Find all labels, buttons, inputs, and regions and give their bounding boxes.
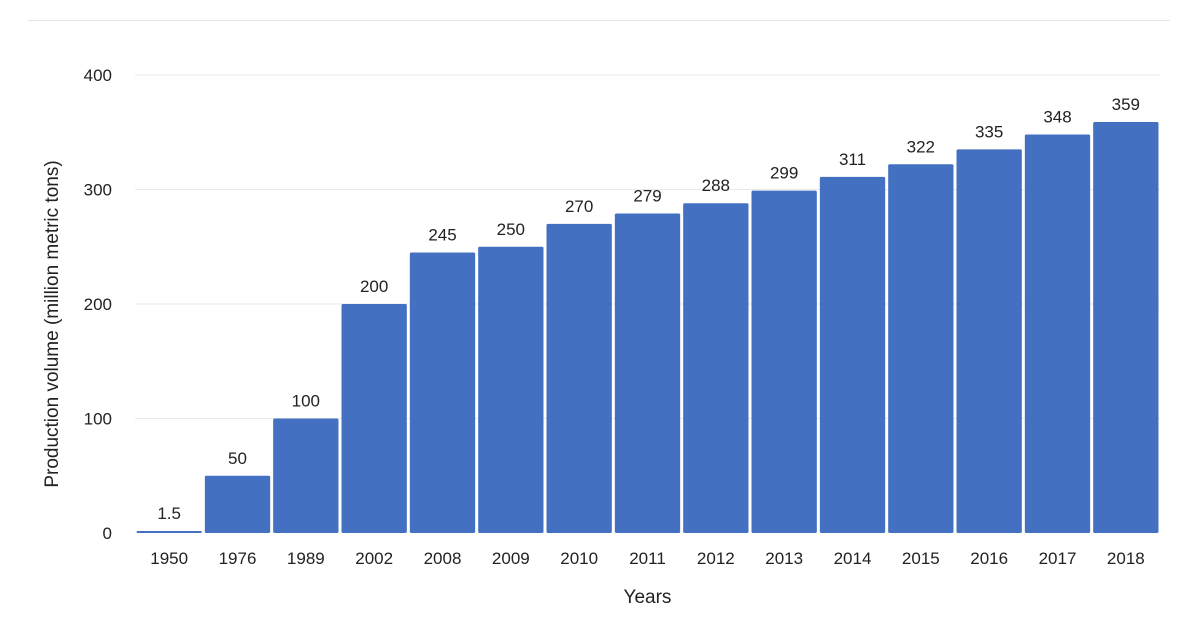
data-labels: 1.5 50 100 200 245 250 270 279 288 299 311 322 335 34… [157, 95, 1140, 523]
y-tick-label: 0 [103, 524, 112, 543]
x-axis-title: Years [624, 587, 672, 608]
bar-2010 [546, 223, 612, 533]
y-tick-label: 400 [84, 66, 112, 85]
y-axis-ticks: 0 100 200 300 400 [84, 66, 112, 543]
data-label-2010: 270 [565, 197, 593, 216]
x-tick-label-2015: 2015 [902, 549, 940, 568]
bar-2016 [956, 149, 1022, 534]
bar-2014 [819, 176, 886, 533]
bar-2018 [1093, 121, 1159, 533]
data-label-2012: 288 [702, 176, 730, 195]
bar-1976 [204, 475, 271, 533]
bar-2008 [409, 252, 476, 533]
data-label-2017: 348 [1043, 108, 1071, 127]
data-label-2011: 279 [633, 187, 661, 206]
data-label-2016: 335 [975, 122, 1003, 141]
x-tick-label-2013: 2013 [765, 549, 803, 568]
x-tick-label-2018: 2018 [1107, 549, 1145, 568]
data-label-2015: 322 [907, 137, 935, 156]
bars [136, 121, 1159, 534]
y-axis-title: Production volume (million metric tons) [42, 160, 63, 487]
bar-2011 [614, 213, 681, 534]
bar-1989 [273, 418, 339, 533]
y-tick-label: 200 [84, 295, 112, 314]
x-tick-label-1950: 1950 [150, 549, 188, 568]
data-label-1976: 50 [228, 449, 247, 468]
y-tick-label: 100 [84, 410, 112, 429]
x-tick-label-2012: 2012 [697, 549, 735, 568]
x-tick-label-2002: 2002 [355, 549, 393, 568]
top-divider [28, 20, 1170, 21]
bar-2012 [683, 203, 749, 534]
x-tick-label-2009: 2009 [492, 549, 530, 568]
x-tick-label-1989: 1989 [287, 549, 325, 568]
x-tick-label-2010: 2010 [560, 549, 598, 568]
bar-2015 [888, 164, 954, 533]
y-tick-label: 300 [84, 181, 112, 200]
x-tick-label-2014: 2014 [834, 549, 872, 568]
x-tick-label-2008: 2008 [424, 549, 462, 568]
bar-2017 [1024, 134, 1091, 534]
data-label-1950: 1.5 [157, 504, 181, 523]
data-label-2013: 299 [770, 164, 798, 183]
data-label-2002: 200 [360, 277, 388, 296]
data-label-2009: 250 [497, 220, 525, 239]
x-tick-label-2011: 2011 [629, 549, 666, 568]
bar-1950 [136, 531, 202, 533]
bar-2009 [478, 246, 544, 533]
x-tick-label-2016: 2016 [970, 549, 1008, 568]
bar-2002 [341, 304, 407, 533]
data-label-2008: 245 [428, 225, 456, 244]
x-tick-label-2017: 2017 [1039, 549, 1077, 568]
data-label-1989: 100 [292, 392, 320, 411]
data-label-2014: 311 [839, 150, 866, 169]
bar-2013 [751, 190, 817, 533]
x-tick-label-1976: 1976 [219, 549, 257, 568]
x-axis-ticks: 1950 1976 1989 2002 2008 2009 2010 2011 2012 2013… [150, 549, 1144, 568]
data-label-2018: 359 [1112, 95, 1140, 114]
